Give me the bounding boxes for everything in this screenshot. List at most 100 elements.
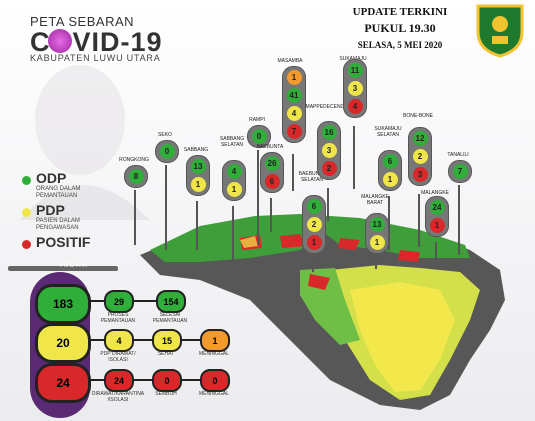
regency-emblem-icon <box>476 4 524 58</box>
district-pin: 16 3 2 <box>317 121 341 180</box>
district-label: RAMPI <box>249 117 265 123</box>
positif-sembuh-label: SEMBUH <box>155 391 177 397</box>
pdp-dirawat-label: PDP DIRAWAT/ ISOLASI <box>100 351 136 363</box>
district-count: 16 <box>321 125 337 140</box>
district-count: 41 <box>286 88 302 103</box>
district-pin-stick <box>196 201 198 250</box>
district-pin-stick <box>232 206 234 260</box>
district-pin: 8 <box>124 165 148 188</box>
district-count: 4 <box>347 99 363 114</box>
district-label: SABBANG SELATAN <box>219 136 245 148</box>
positif-total: 24 <box>35 363 91 403</box>
district-label: SUKAMAJU SELATAN <box>374 126 402 138</box>
legend-pdp-sub: PASIEN DALAM PENGAWASAN <box>36 218 80 231</box>
pdp-total: 20 <box>35 323 91 363</box>
district-count: 24 <box>429 200 445 215</box>
district-count: 11 <box>347 63 363 78</box>
district-pin-stick <box>270 198 272 232</box>
update-time: PUKUL 19.30 <box>364 21 436 35</box>
district-label: RONGKONG <box>119 157 149 163</box>
odp-proses-label: PROSES PEMANTAUAN <box>100 312 136 324</box>
pdp-dirawat: 4 <box>104 329 134 352</box>
district-label: BAEBUNTA SELATAN <box>298 171 326 183</box>
district-pin-stick <box>435 242 437 261</box>
positif-sembuh: 0 <box>152 369 182 392</box>
district-pin-stick <box>292 154 294 191</box>
update-block: UPDATE TERKINI PUKUL 19.30 SELASA, 5 MEI… <box>340 6 460 50</box>
legend-positif: POSITIF <box>18 232 158 264</box>
district-count: 1 <box>382 172 398 187</box>
district-pin: 12 2 3 <box>408 127 432 186</box>
odp-total: 183 <box>35 284 91 324</box>
district-pin-stick <box>458 185 460 255</box>
title-line-1: PETA SEBARAN <box>30 14 135 29</box>
district-count: 1 <box>369 235 385 250</box>
legend-positif-title: POSITIF <box>36 234 91 250</box>
legend-odp-sub: ORANG DALAM PEMANTAUAN <box>36 186 81 199</box>
district-count: 6 <box>264 174 280 189</box>
district-count: 1 <box>286 70 302 85</box>
pdp-meninggal-label: MENINGGAL <box>198 351 229 357</box>
district-count: 1 <box>429 218 445 233</box>
district-count: 4 <box>226 164 242 179</box>
district-count: 7 <box>286 124 302 139</box>
district-count: 1 <box>226 182 242 197</box>
positif-dirawat-label: DIRAWAT/KARANTINA /ISOLASI <box>91 391 145 403</box>
district-label: MALANGKE <box>421 190 449 196</box>
district-pin-stick <box>418 194 420 247</box>
district-label: MAPPEDECENG <box>305 104 345 110</box>
district-count: 12 <box>412 131 428 146</box>
district-count: 0 <box>251 129 267 144</box>
legend-pdp: PDP PASIEN DALAM PENGAWASAN <box>18 200 158 232</box>
district-count: 2 <box>306 217 322 232</box>
district-pin: 6 2 1 <box>302 195 326 254</box>
positif-dot-icon <box>22 240 31 249</box>
title-region: KABUPATEN LUWU UTARA <box>30 53 161 63</box>
district-pin-stick <box>312 262 314 272</box>
district-pin-stick <box>388 196 390 250</box>
district-pin: 1 41 4 7 <box>282 66 306 143</box>
district-count: 6 <box>382 154 398 169</box>
update-date: SELASA, 5 MEI 2020 <box>357 40 443 50</box>
pdp-sehat: 15 <box>152 329 182 352</box>
district-label: MASAMBA <box>277 58 303 64</box>
district-pin-stick <box>375 259 377 269</box>
district-label: MALANGKE BARAT <box>361 194 389 206</box>
district-count: 7 <box>452 164 468 179</box>
district-pin: 0 <box>155 140 179 163</box>
district-count: 3 <box>412 167 428 182</box>
district-count: 26 <box>264 156 280 171</box>
district-pin: 13 1 <box>186 155 210 196</box>
odp-selesai: 154 <box>156 290 186 313</box>
district-count: 1 <box>306 235 322 250</box>
district-label: BAEBUNTA <box>256 144 284 150</box>
update-title: UPDATE TERKINI <box>352 6 448 18</box>
pdp-dot-icon <box>22 208 31 217</box>
district-pin: 11 3 4 <box>343 59 367 118</box>
legend-pdp-title: PDP <box>36 202 65 218</box>
positif-meninggal-label: MENINGGAL <box>198 391 229 397</box>
legend-odp: ODP ORANG DALAM PEMANTAUAN <box>18 168 158 200</box>
legend: ODP ORANG DALAM PEMANTAUAN PDP PASIEN DAL… <box>18 168 158 264</box>
district-pin-stick <box>165 165 167 250</box>
district-count: 3 <box>321 143 337 158</box>
district-count: 13 <box>369 217 385 232</box>
district-pin: 24 1 <box>425 196 449 237</box>
district-count: 13 <box>190 159 206 174</box>
district-count: 2 <box>321 161 337 176</box>
district-label: SEKO <box>158 132 172 138</box>
district-label: SABBANG <box>183 147 209 153</box>
positif-dirawat: 24 <box>104 369 134 392</box>
virus-icon <box>48 29 72 53</box>
district-count: 3 <box>347 81 363 96</box>
pdp-sehat-label: SEHAT <box>157 351 175 357</box>
odp-proses: 29 <box>104 290 134 313</box>
pdp-meninggal: 1 <box>200 329 230 352</box>
legend-odp-title: ODP <box>36 170 67 186</box>
district-pin-stick <box>353 126 355 189</box>
district-label: BONE-BONE <box>402 113 433 119</box>
